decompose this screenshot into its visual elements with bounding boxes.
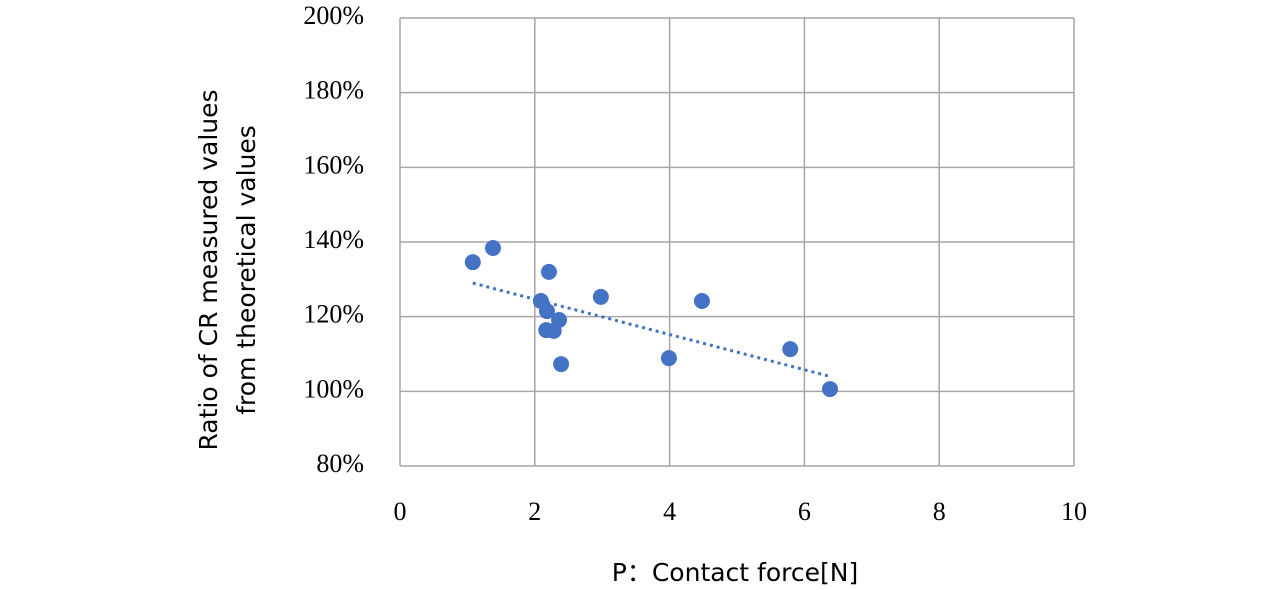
y-tick-label: 160% [303,150,364,179]
trendline [472,281,831,378]
point [782,341,799,358]
y-tick-label: 180% [303,76,364,105]
point [822,381,839,398]
point [545,322,562,339]
x-tick-label: 8 [933,497,946,526]
point [553,356,570,373]
x-tick-label: 2 [528,497,541,526]
point [693,292,710,309]
point [540,263,557,280]
y-tick-label: 80% [316,449,364,478]
y-tick-label: 120% [303,300,364,329]
point [464,254,481,271]
x-tick-label: 0 [394,497,407,526]
point [592,288,609,305]
y-axis-title: Ratio of CR measured values [194,89,223,450]
x-tick-label: 10 [1061,497,1087,526]
x-tick-label: 6 [798,497,811,526]
point [660,350,677,367]
y-tick-label: 100% [303,374,364,403]
y-axis-title: from theoretical values [232,125,261,415]
y-tick-label: 140% [303,225,364,254]
x-axis-title: P：Contact force[N] [612,558,858,587]
x-tick-label: 4 [663,497,676,526]
y-tick-label: 200% [303,1,364,30]
point [485,239,502,256]
point [538,303,555,320]
